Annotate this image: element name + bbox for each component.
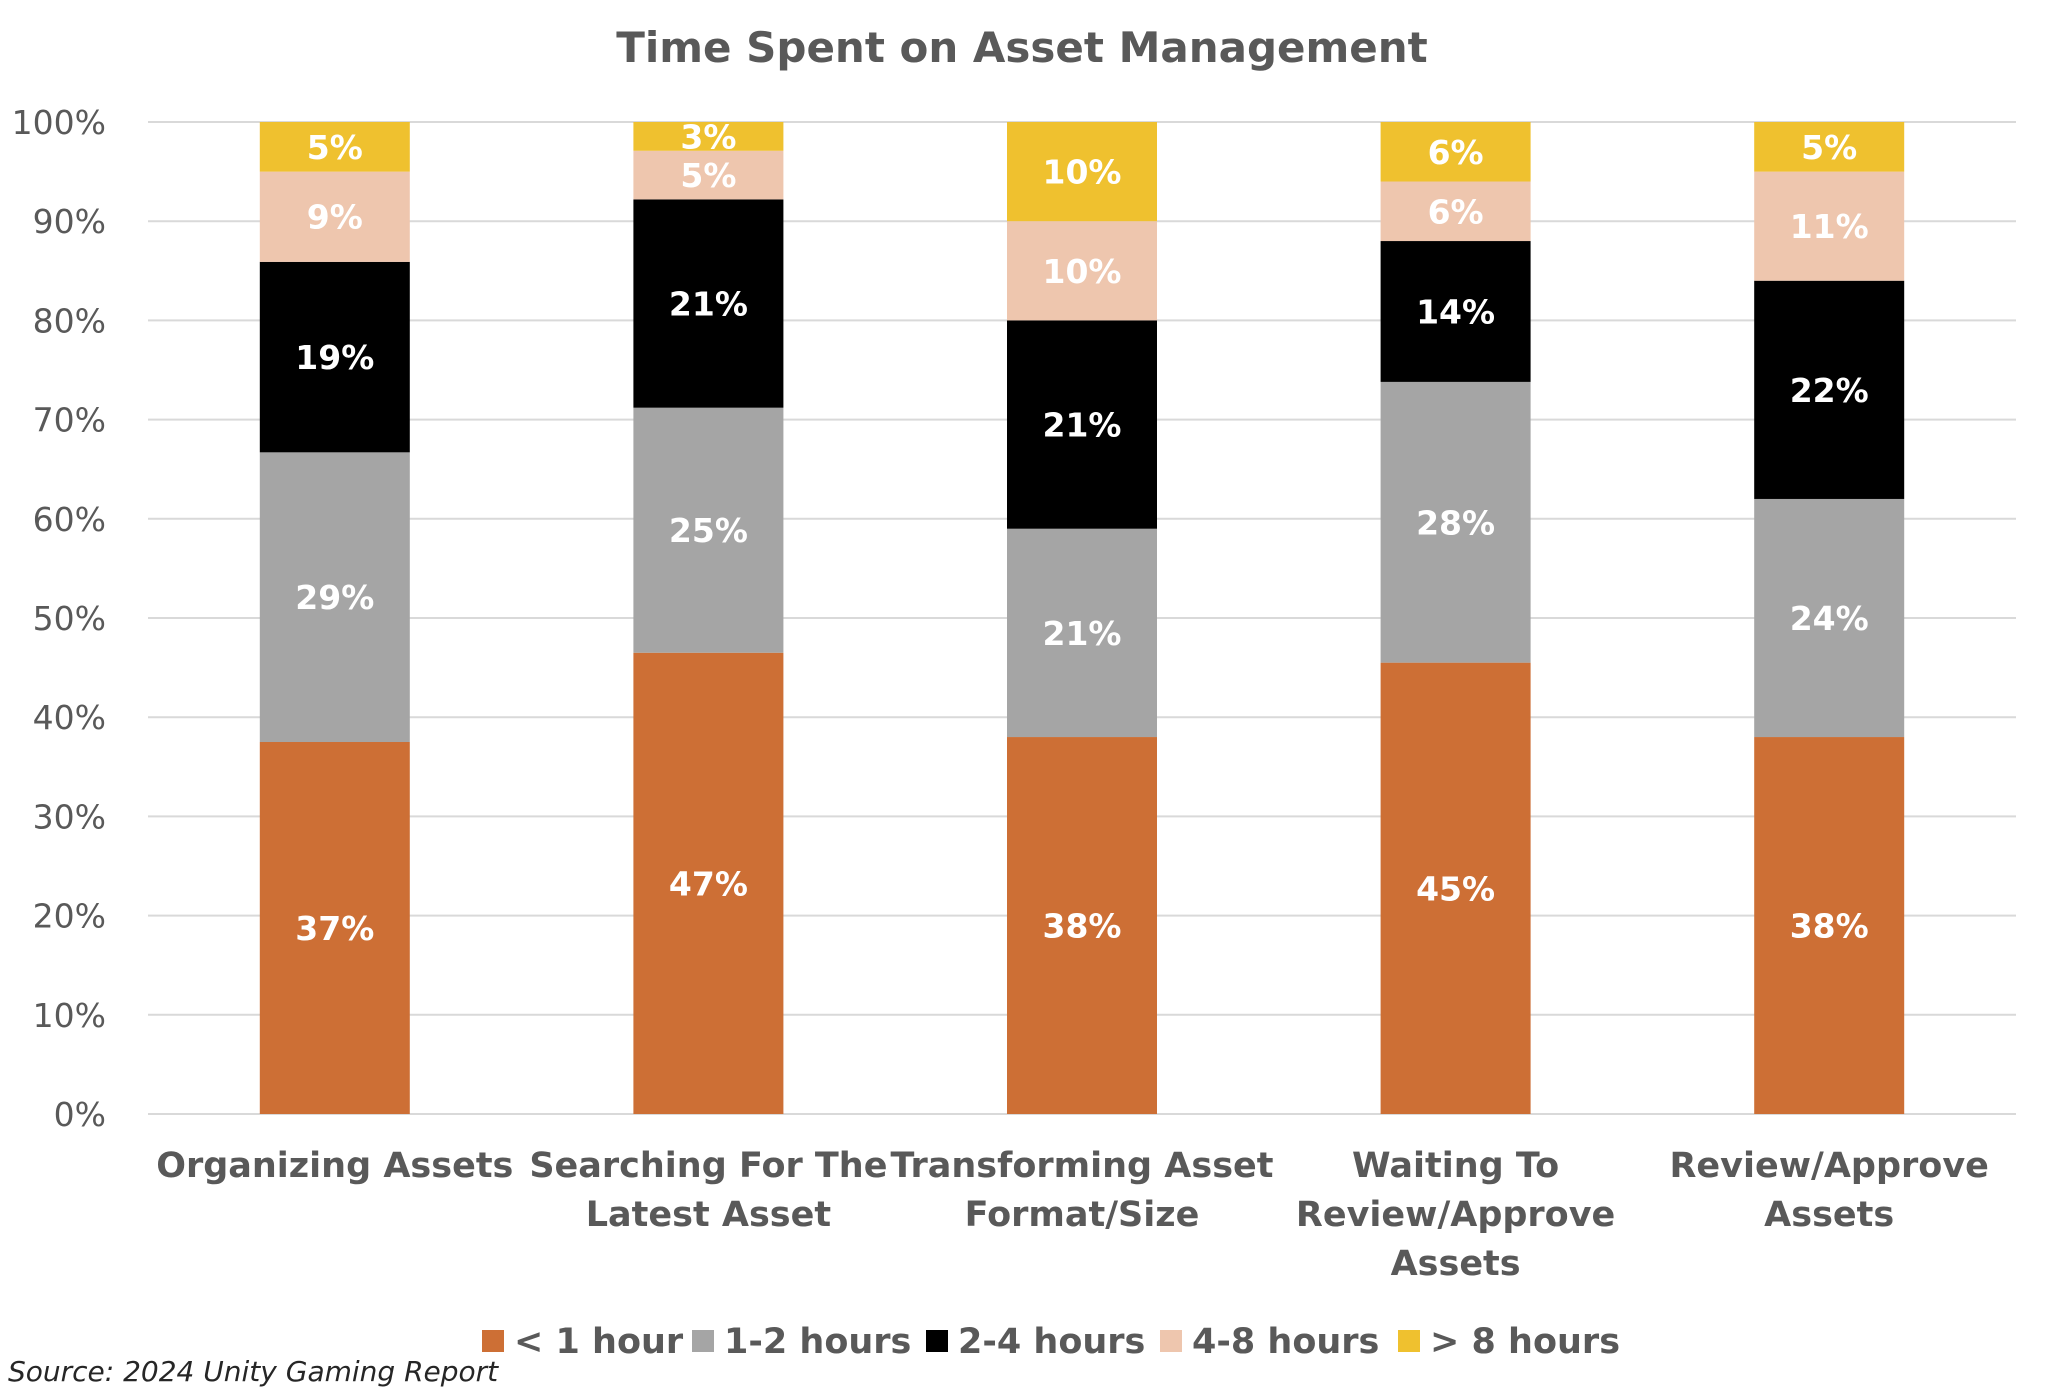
legend-label: 2-4 hours (958, 1322, 1145, 1362)
category-label: Assets (1764, 1195, 1894, 1235)
bar-segment (1380, 662, 1531, 1114)
legend-label: < 1 hour (514, 1322, 684, 1362)
y-tick-label: 40% (33, 698, 106, 737)
source-note: Source: 2024 Unity Gaming Report (8, 1355, 499, 1388)
bar-segment (259, 171, 410, 262)
bar-stack: 38% 24% 22% 11% 5% (1754, 122, 1905, 1114)
category-label: Review/Approve (1296, 1195, 1615, 1235)
bar-segment (259, 122, 410, 172)
bar-segment (633, 407, 784, 653)
data-label: 5% (307, 128, 363, 167)
bars: 37%29%19%9%5%47%25%21%5%3%38%21%21%10%10… (259, 117, 1905, 1114)
bar-segment (633, 150, 784, 200)
category-label: Transforming Asset (890, 1146, 1273, 1186)
bar-segment (1754, 171, 1905, 281)
category-label: Assets (1391, 1244, 1521, 1284)
bar-segment (1754, 498, 1905, 738)
category-label: Latest Asset (586, 1195, 831, 1235)
data-label: 14% (1416, 292, 1495, 331)
category-label: Format/Size (965, 1195, 1200, 1235)
bar-stack: 37% 29% 19% 9% 5% (259, 122, 410, 1114)
data-label: 29% (295, 578, 374, 617)
data-label: 10% (1043, 252, 1122, 291)
data-label: 37% (295, 909, 374, 948)
y-tick-label: 0% (54, 1095, 106, 1134)
y-tick-label: 90% (33, 202, 106, 241)
data-label: 3% (680, 117, 736, 156)
data-label: 38% (1790, 907, 1869, 946)
legend-label: > 8 hours (1430, 1322, 1620, 1362)
bar-segment (1007, 528, 1157, 738)
data-label: 10% (1043, 153, 1122, 192)
y-tick-label: 80% (33, 301, 106, 340)
data-label: 38% (1043, 907, 1122, 946)
data-label: 5% (1801, 128, 1857, 167)
data-label: 45% (1416, 869, 1495, 908)
bar-segment (1754, 280, 1905, 499)
bar-segment (633, 122, 784, 151)
bar-segment (259, 261, 410, 453)
data-label: 21% (1043, 614, 1122, 653)
bar-segment (1007, 320, 1157, 529)
bar-stack: 38% 21% 21% 10% 10% (1007, 122, 1157, 1114)
y-tick-label: 60% (33, 500, 106, 539)
bar-segment (633, 199, 784, 408)
data-label: 9% (307, 198, 363, 237)
y-tick-label: 100% (12, 103, 106, 142)
category-label: Searching For The (529, 1146, 887, 1186)
bar-segment (1380, 381, 1531, 663)
bar-segment (633, 652, 784, 1114)
bar-segment (1380, 122, 1531, 182)
x-axis-labels: Organizing Assets Searching For The Latest… (156, 1146, 1989, 1284)
legend-swatch (1160, 1330, 1182, 1352)
y-tick-label: 20% (33, 897, 106, 936)
category-label: Review/Approve (1669, 1146, 1988, 1186)
data-label: 28% (1416, 503, 1495, 542)
data-label: 6% (1428, 133, 1484, 172)
data-label: 21% (669, 285, 748, 324)
bar-segment (1754, 737, 1905, 1114)
y-tick-label: 10% (33, 996, 106, 1035)
bar-stack: 47% 25% 21% 5%3% (633, 117, 784, 1114)
data-label: 47% (669, 864, 748, 903)
bar-segment (1007, 737, 1157, 1114)
data-label: 22% (1790, 371, 1869, 410)
legend-swatch (482, 1330, 504, 1352)
bar-segment (1007, 221, 1157, 321)
y-tick-label: 50% (33, 599, 106, 638)
bar-stack: 45% 28% 14% 6% 6% (1380, 122, 1531, 1114)
bar-segment (1380, 241, 1531, 382)
bar-segment (1754, 122, 1905, 172)
data-label: 25% (669, 511, 748, 550)
y-tick-label: 30% (33, 797, 106, 836)
legend-swatch (692, 1330, 714, 1352)
bar-segment (1380, 181, 1531, 242)
legend: < 1 hour 1-2 hours 2-4 hours 4-8 hours > 8 h… (482, 1322, 1620, 1362)
data-label: 11% (1790, 207, 1869, 246)
chart-title: Time Spent on Asset Management (616, 23, 1428, 72)
category-label: Waiting To (1352, 1146, 1559, 1186)
legend-swatch (1398, 1330, 1420, 1352)
data-label: 6% (1428, 192, 1484, 231)
y-axis-ticks: 0% 10% 20% 30% 40% 50% 60% 70% 80% 90% 100% (12, 103, 106, 1134)
bar-segment (1007, 122, 1157, 222)
data-label: 19% (295, 338, 374, 377)
bar-segment (259, 742, 410, 1114)
data-label: 24% (1790, 599, 1869, 638)
legend-label: 1-2 hours (724, 1322, 911, 1362)
data-label: 21% (1043, 406, 1122, 445)
bar-segment (259, 452, 410, 742)
data-label: 5% (680, 156, 736, 195)
y-tick-label: 70% (33, 401, 106, 440)
legend-label: 4-8 hours (1192, 1322, 1379, 1362)
legend-swatch (926, 1330, 948, 1352)
category-label: Organizing Assets (156, 1146, 513, 1186)
